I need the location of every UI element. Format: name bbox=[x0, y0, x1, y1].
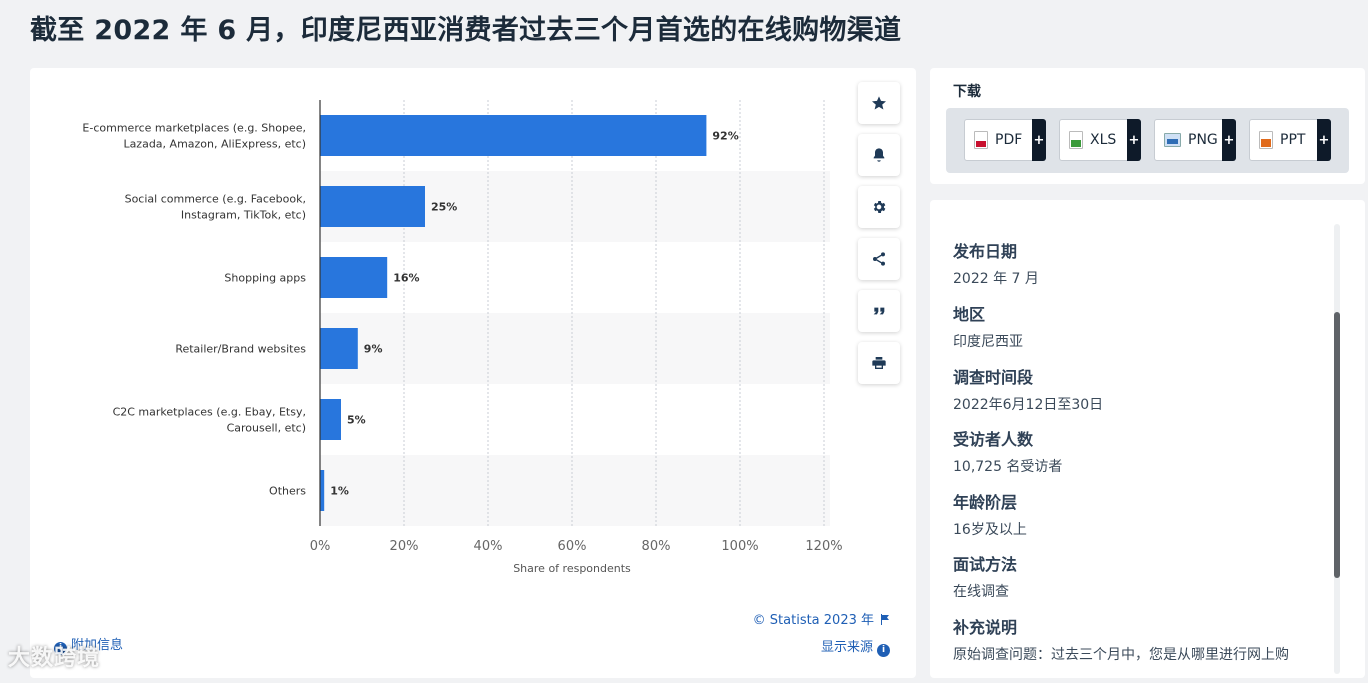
category-label: Shopping apps bbox=[224, 272, 306, 285]
info-region: 地区 印度尼西亚 bbox=[953, 301, 1023, 351]
xls-label: XLS bbox=[1090, 132, 1117, 148]
x-tick-label: 0% bbox=[310, 539, 331, 554]
download-png-button[interactable]: PNG + bbox=[1154, 119, 1236, 161]
info-label: 地区 bbox=[953, 305, 986, 324]
info-label: 受访者人数 bbox=[953, 430, 1034, 449]
info-value: 16岁及以上 bbox=[953, 522, 1027, 538]
x-tick-label: 100% bbox=[721, 539, 758, 554]
data-label: 16% bbox=[393, 272, 419, 285]
info-value: 2022年6月12日至30日 bbox=[953, 397, 1104, 413]
watermark-logo: 大数跨境 bbox=[8, 646, 101, 671]
info-card: 发布日期 2022 年 7 月 地区 印度尼西亚 调查时间段 2022年6月12… bbox=[930, 200, 1365, 678]
pdf-label: PDF bbox=[995, 132, 1023, 148]
category-label: Social commerce (e.g. Facebook, bbox=[125, 193, 306, 206]
plus-icon: + bbox=[1032, 119, 1046, 161]
download-pdf-button[interactable]: PDF + bbox=[964, 119, 1046, 161]
png-file-icon bbox=[1164, 133, 1181, 147]
ppt-label: PPT bbox=[1280, 132, 1306, 148]
download-ppt-button[interactable]: PPT + bbox=[1249, 119, 1331, 161]
row-stripe bbox=[320, 455, 830, 526]
favorite-button[interactable] bbox=[858, 82, 900, 124]
gear-icon bbox=[873, 201, 886, 213]
info-age-group: 年龄阶层 16岁及以上 bbox=[953, 489, 1027, 539]
info-survey-period: 调查时间段 2022年6月12日至30日 bbox=[953, 364, 1103, 414]
copyright-link[interactable]: © Statista 2023 年 bbox=[753, 609, 890, 628]
info-label: 发布日期 bbox=[953, 242, 1018, 261]
additional-info-text: 附加信息 bbox=[71, 638, 124, 653]
share-icon bbox=[873, 252, 885, 266]
plus-icon: + bbox=[1127, 119, 1141, 161]
category-label: Lazada, Amazon, AliExpress, etc) bbox=[123, 138, 306, 151]
ppt-file-icon bbox=[1259, 131, 1273, 149]
flag-icon bbox=[881, 614, 889, 625]
data-label: 9% bbox=[364, 343, 383, 356]
info-release-date: 发布日期 2022 年 7 月 bbox=[953, 238, 1039, 288]
additional-info-link[interactable]: i 附加信息 bbox=[54, 634, 123, 655]
category-label: C2C marketplaces (e.g. Ebay, Etsy, bbox=[113, 406, 306, 419]
bar bbox=[320, 257, 388, 298]
info-supplementary-notes: 补充说明 原始调查问题：过去三个月中，您是从哪里进行网上购 bbox=[953, 614, 1289, 664]
data-label: 5% bbox=[347, 414, 366, 427]
info-label: 补充说明 bbox=[953, 618, 1018, 637]
info-label: 年龄阶层 bbox=[953, 493, 1018, 512]
data-label: 92% bbox=[712, 130, 738, 143]
info-value: 原始调查问题：过去三个月中，您是从哪里进行网上购 bbox=[953, 647, 1289, 663]
download-bar: PDF + XLS + PNG + PPT + bbox=[946, 108, 1349, 173]
x-tick-label: 60% bbox=[558, 539, 587, 554]
xls-file-icon bbox=[1069, 131, 1083, 149]
info-value: 2022 年 7 月 bbox=[953, 271, 1039, 287]
plus-icon: + bbox=[1317, 119, 1331, 161]
x-tick-label: 80% bbox=[642, 539, 671, 554]
cite-button[interactable] bbox=[858, 290, 900, 332]
notify-button[interactable] bbox=[858, 134, 900, 176]
print-button[interactable] bbox=[858, 342, 900, 384]
bar bbox=[320, 399, 341, 440]
plus-icon: + bbox=[1222, 119, 1236, 161]
download-title: 下载 bbox=[953, 84, 981, 100]
page-title: 截至 2022 年 6 月，印度尼西亚消费者过去三个月首选的在线购物渠道 bbox=[30, 15, 902, 46]
chart-toolbar bbox=[858, 82, 900, 394]
scrollbar-thumb[interactable] bbox=[1334, 312, 1340, 578]
chart-card: 92% E-commerce marketplaces (e.g. Shopee,… bbox=[30, 68, 916, 678]
info-respondents: 受访者人数 10,725 名受访者 bbox=[953, 426, 1062, 476]
bar bbox=[320, 328, 358, 369]
png-label: PNG bbox=[1188, 132, 1218, 148]
bar bbox=[320, 186, 425, 227]
data-label: 25% bbox=[431, 201, 457, 214]
category-label: Others bbox=[269, 485, 306, 498]
quote-icon bbox=[873, 307, 885, 315]
info-label: 面试方法 bbox=[953, 555, 1018, 574]
download-xls-button[interactable]: XLS + bbox=[1059, 119, 1141, 161]
bell-icon bbox=[873, 148, 885, 162]
category-label: Carousell, etc) bbox=[227, 422, 306, 435]
info-value: 在线调查 bbox=[953, 584, 1009, 600]
share-button[interactable] bbox=[858, 238, 900, 280]
copyright-text: © Statista 2023 年 bbox=[752, 613, 874, 628]
download-card: 下载 PDF + XLS + PNG + PPT + bbox=[930, 68, 1365, 184]
star-icon bbox=[872, 96, 886, 110]
info-icon: i bbox=[54, 642, 67, 655]
print-icon bbox=[872, 357, 886, 369]
info-value: 10,725 名受访者 bbox=[953, 459, 1063, 475]
info-interview-method: 面试方法 在线调查 bbox=[953, 551, 1017, 601]
pdf-file-icon bbox=[974, 131, 988, 149]
x-tick-label: 20% bbox=[390, 539, 419, 554]
x-axis-title: Share of respondents bbox=[513, 562, 631, 575]
category-label: Retailer/Brand websites bbox=[175, 343, 306, 356]
info-label: 调查时间段 bbox=[953, 368, 1034, 387]
data-label: 1% bbox=[330, 485, 349, 498]
show-source-link[interactable]: 显示来源 i bbox=[821, 636, 890, 657]
info-icon: i bbox=[877, 644, 890, 657]
bar bbox=[320, 470, 325, 511]
category-label: Instagram, TikTok, etc) bbox=[181, 209, 306, 222]
bar bbox=[320, 115, 707, 156]
bar-chart: 92% E-commerce marketplaces (e.g. Shopee,… bbox=[82, 100, 843, 575]
info-value: 印度尼西亚 bbox=[953, 334, 1023, 350]
settings-button[interactable] bbox=[858, 186, 900, 228]
x-tick-label: 120% bbox=[805, 539, 842, 554]
category-label: E-commerce marketplaces (e.g. Shopee, bbox=[82, 122, 306, 135]
show-source-text: 显示来源 bbox=[820, 640, 873, 655]
row-stripe bbox=[320, 313, 830, 384]
x-tick-label: 40% bbox=[474, 539, 503, 554]
